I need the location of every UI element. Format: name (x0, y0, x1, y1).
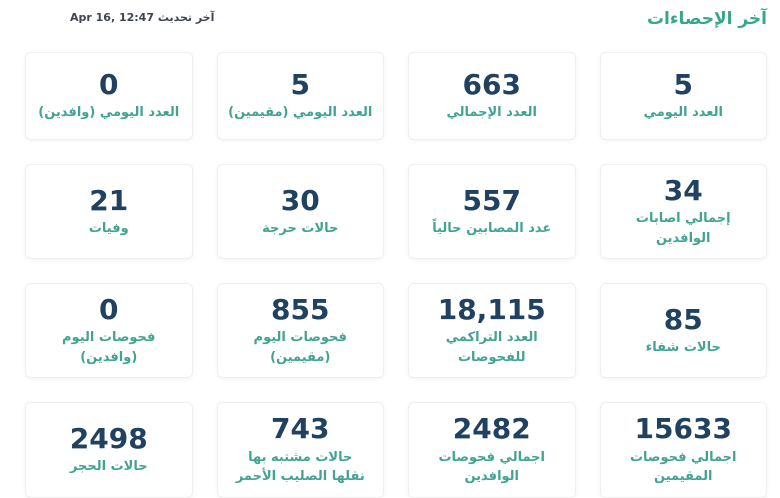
stat-value: 30 (280, 183, 320, 217)
page-title: آخر الإحصاءات (646, 9, 767, 29)
stat-card-critical-cases: 30 حالات حرجة (216, 164, 384, 260)
stat-label: حالات الحجر (69, 459, 148, 475)
stat-label: العدد الإجمالي (446, 105, 538, 121)
stat-label: اجمالي فحوصات الوافدين (438, 449, 546, 485)
stat-label: حالات مشتبه بها نقلها الصليب الأحمر (235, 449, 365, 485)
stat-value: 85 (663, 303, 703, 337)
stat-label: فحوصات اليوم (وافدين) (62, 330, 156, 365)
stat-label: وفيات (88, 221, 129, 237)
last-updated: آخر تحديث Apr 16, 12:47 (70, 11, 215, 24)
stat-label: العدد اليومي (مقيمين) (228, 105, 373, 121)
stat-card-suspected-red-cross: 743 حالات مشتبه بها نقلها الصليب الأحمر (216, 402, 384, 498)
stat-label: العدد اليومي (وافدين) (38, 105, 180, 121)
stat-value: 5 (290, 68, 310, 102)
stat-card-total-count: 663 العدد الإجمالي (408, 52, 576, 141)
stat-value: 21 (89, 183, 129, 217)
stat-value: 15633 (634, 412, 732, 446)
stat-value: 0 (99, 293, 119, 327)
stat-value: 743 (271, 412, 330, 446)
stat-card-total-expat-infections: 34 إجمالي اصابات الوافدين (599, 164, 767, 260)
stat-label: العدد اليومي (643, 105, 723, 121)
stat-card-currently-infected: 557 عدد المصابين حالياً (408, 164, 576, 260)
stat-card-cumulative-tests: 18,115 العدد التراكمي للفحوصات (408, 283, 576, 379)
header: آخر الإحصاءات آخر تحديث Apr 16, 12:47 (0, 0, 780, 30)
stat-label: حالات شفاء (645, 340, 721, 356)
stat-label: إجمالي اصابات الوافدين (635, 211, 731, 246)
stat-card-daily-count: 5 العدد اليومي (599, 52, 767, 141)
stat-label: عدد المصابين حالياً (432, 221, 552, 237)
stat-card-today-tests-residents: 855 فحوصات اليوم (مقيمين) (216, 283, 384, 379)
stat-label: فحوصات اليوم (مقيمين) (253, 330, 347, 365)
stat-value: 34 (663, 174, 703, 208)
stat-value: 557 (462, 183, 521, 217)
stat-card-total-tests-residents: 15633 اجمالي فحوصات المقيمين (599, 402, 767, 498)
stat-card-daily-residents: 5 العدد اليومي (مقيمين) (216, 52, 384, 141)
stat-card-today-tests-expats: 0 فحوصات اليوم (وافدين) (25, 283, 193, 379)
stat-card-recovered: 85 حالات شفاء (599, 283, 767, 379)
stat-label: العدد التراكمي للفحوصات (445, 330, 538, 365)
stat-value: 2498 (69, 422, 148, 456)
stat-card-quarantine-cases: 2498 حالات الحجر (25, 402, 193, 498)
stat-card-daily-expats: 0 العدد اليومي (وافدين) (25, 52, 193, 141)
stat-value: 663 (462, 68, 521, 102)
stat-card-total-tests-expats: 2482 اجمالي فحوصات الوافدين (408, 402, 576, 498)
stat-value: 2482 (452, 412, 531, 446)
stat-value: 855 (271, 293, 330, 327)
stat-value: 18,115 (437, 293, 546, 327)
stat-value: 0 (99, 68, 119, 102)
stat-card-deaths: 21 وفيات (25, 164, 193, 260)
stat-label: اجمالي فحوصات المقيمين (629, 449, 737, 485)
stat-value: 5 (673, 68, 693, 102)
stat-label: حالات حرجة (262, 221, 339, 237)
stats-grid: 5 العدد اليومي 663 العدد الإجمالي 5 العد… (25, 52, 767, 498)
